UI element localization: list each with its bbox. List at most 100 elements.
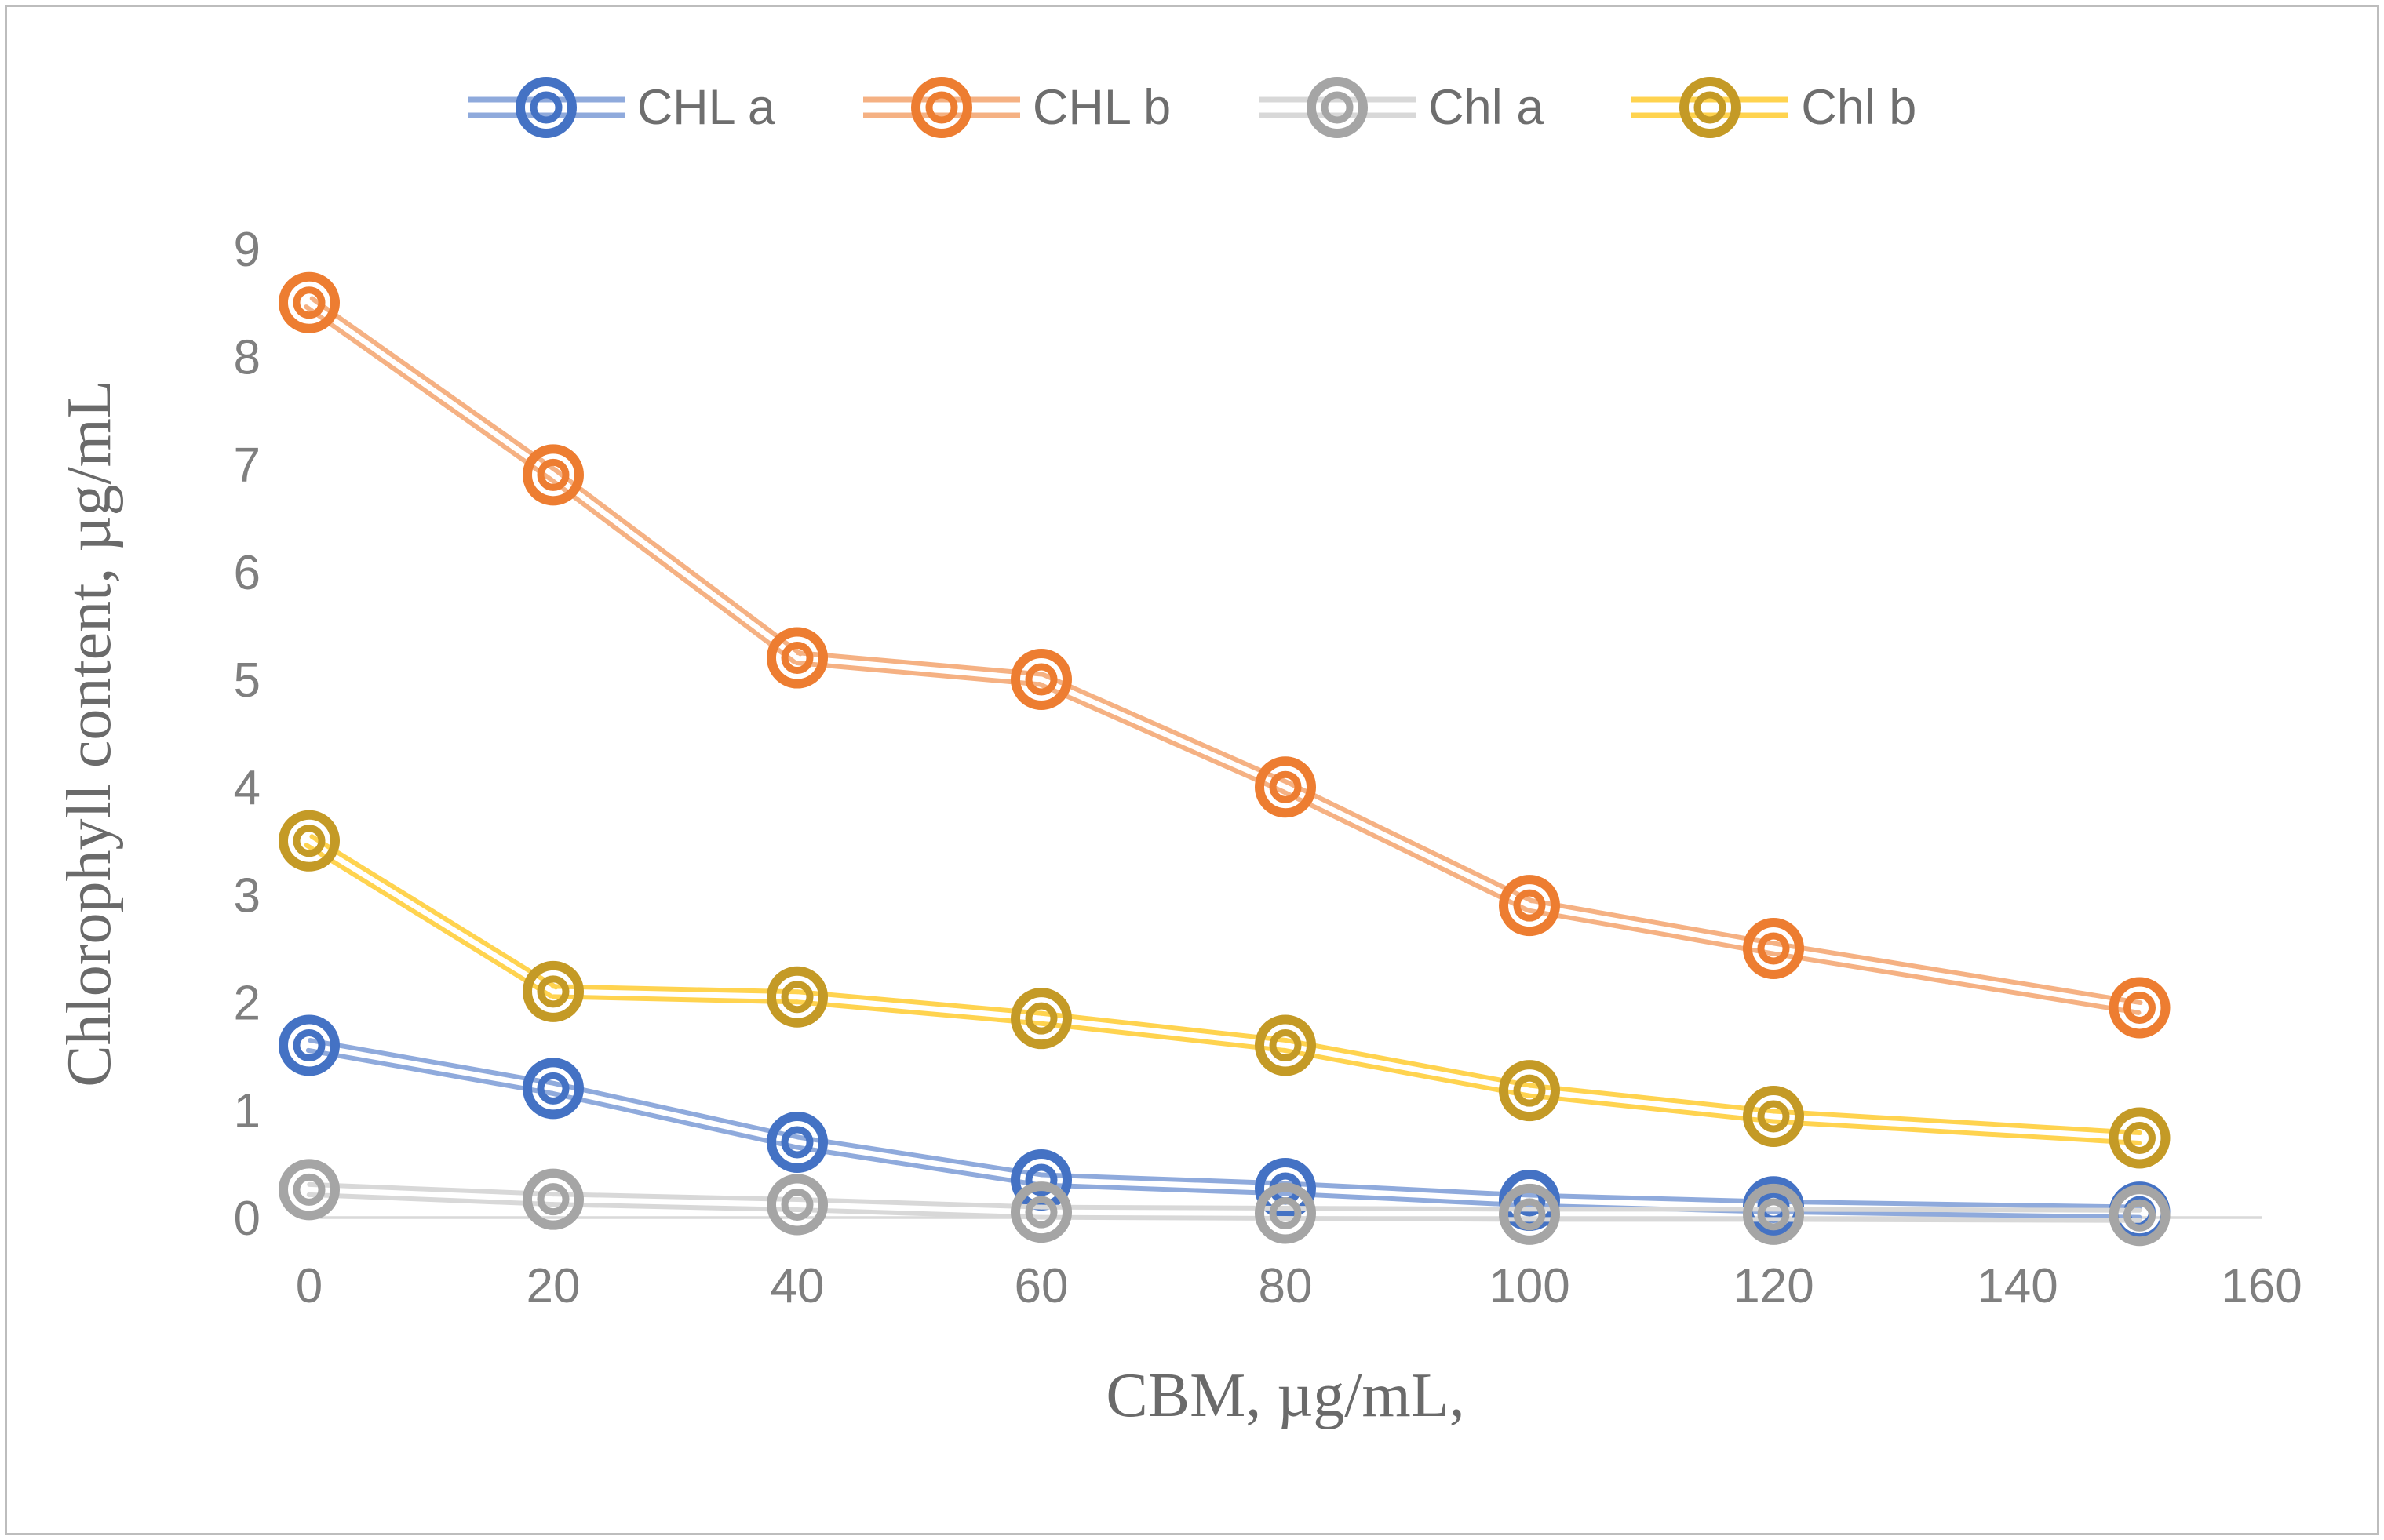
series-line-segment	[1770, 1119, 2142, 1145]
legend-label: Chl a	[1428, 80, 1544, 135]
series-line-segment	[1771, 1199, 2142, 1210]
series-line-segment	[309, 296, 559, 474]
series-line-segment	[794, 1145, 1044, 1188]
marker-outer-ring	[279, 1159, 340, 1221]
series-line-segment	[550, 1202, 800, 1213]
marker-inner-ring	[1513, 1198, 1546, 1231]
series-line-segment	[1770, 1217, 2142, 1223]
data-point-marker	[279, 810, 340, 872]
series-line-segment	[548, 476, 797, 664]
marker-inner-ring	[1025, 1163, 1058, 1196]
marker-outer-ring	[523, 444, 584, 506]
legend-ring-outer	[910, 77, 972, 138]
series-line-segment	[1283, 1181, 1533, 1198]
marker-outer-ring	[1011, 1181, 1072, 1243]
y-tick-label: 7	[234, 439, 261, 493]
data-point-marker	[1255, 1014, 1316, 1076]
data-point-marker	[1499, 875, 1560, 937]
series-line-segment	[1771, 1109, 2142, 1135]
series-line-segment	[794, 1207, 1044, 1220]
series-line-segment	[1283, 1206, 1533, 1212]
series-line-segment	[552, 1081, 801, 1140]
data-point-marker	[1255, 756, 1316, 818]
data-point-marker	[1499, 1183, 1560, 1245]
x-tick-label: 160	[2221, 1259, 2302, 1313]
data-point-marker	[1743, 1183, 1804, 1245]
series-line-segment	[1528, 897, 1777, 946]
series-line-segment	[1281, 1047, 1531, 1098]
series-line-segment	[795, 1197, 1044, 1210]
marker-outer-ring	[523, 960, 584, 1022]
series-line-segment	[1038, 1182, 1288, 1196]
data-point-marker	[1499, 1060, 1560, 1122]
data-point-marker	[523, 444, 584, 506]
series-line-segment	[1281, 789, 1530, 912]
series-line-segment	[795, 650, 1044, 677]
marker-inner-ring	[293, 1028, 326, 1061]
marker-outer-ring	[767, 1111, 828, 1173]
legend-marker-icon	[1259, 77, 1416, 138]
marker-outer-ring	[1743, 918, 1804, 979]
marker-inner-ring	[2123, 1121, 2156, 1154]
marker-inner-ring	[1513, 889, 1546, 922]
marker-inner-ring	[1269, 1028, 1302, 1061]
legend-marker-icon	[1631, 77, 1789, 138]
marker-outer-ring	[1011, 988, 1072, 1050]
chart-legend: CHL a CHL b Chl a Chl b	[0, 72, 2384, 143]
legend-label: CHL b	[1032, 80, 1172, 135]
series-chl-b	[279, 271, 2171, 1039]
series-line-segment	[1037, 681, 1286, 795]
data-point-marker	[767, 1111, 828, 1173]
series-chl-b	[279, 810, 2171, 1169]
marker-outer-ring	[279, 1014, 340, 1076]
data-point-marker	[2109, 1185, 2171, 1247]
series-line-segment	[794, 999, 1044, 1026]
legend-item-chl-b: Chl b	[1631, 72, 1916, 143]
marker-inner-ring	[1757, 1198, 1790, 1231]
data-point-marker	[523, 960, 584, 1022]
x-tick-labels: 0 20 40 60 80 100 120 140 160	[296, 1259, 2302, 1313]
y-tick-label: 0	[234, 1192, 261, 1246]
y-tick-label: 5	[234, 653, 261, 708]
series-line-segment	[1772, 941, 2143, 1006]
series-line-segment	[1039, 1010, 1289, 1043]
marker-outer-ring	[523, 1168, 584, 1230]
marker-inner-ring	[2123, 1199, 2156, 1232]
marker-inner-ring	[293, 286, 326, 319]
series-line-segment	[1526, 1093, 1776, 1124]
series-line-segment	[1770, 951, 2142, 1015]
series-line-segment	[304, 304, 553, 482]
data-point-marker	[523, 1058, 584, 1120]
marker-inner-ring	[2123, 991, 2156, 1024]
marker-outer-ring	[1255, 1014, 1316, 1076]
marker-inner-ring	[1269, 770, 1302, 803]
series-line-segment	[1526, 908, 1775, 956]
x-tick-label: 80	[1259, 1259, 1313, 1313]
marker-inner-ring	[293, 1173, 326, 1206]
legend-ring-inner	[925, 91, 958, 124]
marker-inner-ring	[781, 981, 814, 1014]
data-point-marker	[523, 1168, 584, 1230]
legend-ring-inner	[530, 91, 563, 124]
series-layer	[279, 271, 2171, 1247]
series-line-segment	[1770, 1209, 2142, 1220]
data-point-marker	[767, 966, 828, 1028]
series-line-segment	[794, 661, 1044, 687]
data-point-marker	[2109, 1107, 2171, 1169]
data-point-marker	[1011, 988, 1072, 1050]
legend-ring-outer	[1679, 77, 1741, 138]
marker-outer-ring	[2109, 977, 2171, 1039]
marker-inner-ring	[537, 1183, 570, 1216]
series-line-segment	[1039, 1204, 1289, 1211]
y-axis-title: Chlorophyll content, µg/mL	[55, 380, 124, 1087]
y-tick-label: 2	[234, 977, 261, 1031]
marker-outer-ring	[2109, 1185, 2171, 1247]
series-line-segment	[1284, 1038, 1533, 1088]
legend-ring-inner	[1321, 91, 1354, 124]
data-point-marker	[2109, 977, 2171, 1039]
marker-inner-ring	[537, 975, 570, 1008]
series-line-segment	[1771, 1207, 2142, 1213]
marker-outer-ring	[1743, 1086, 1804, 1148]
x-tick-label: 100	[1489, 1259, 1569, 1313]
